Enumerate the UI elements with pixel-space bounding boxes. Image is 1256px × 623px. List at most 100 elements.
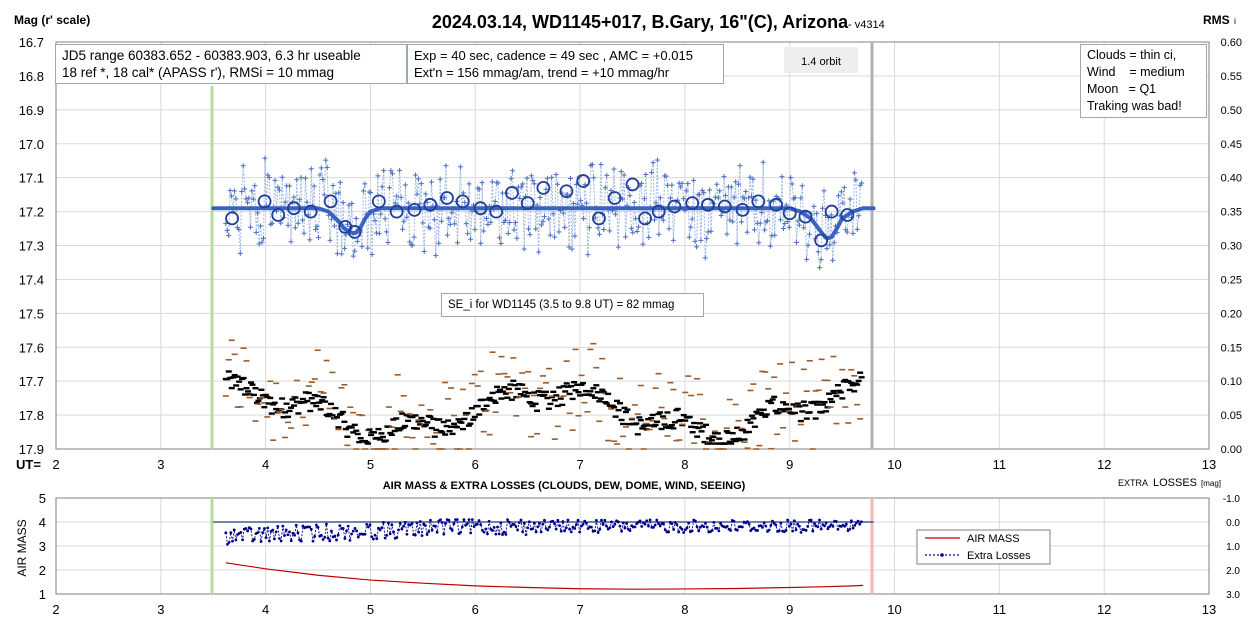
extra-losses-point: [853, 523, 857, 527]
extra-losses-point: [435, 530, 439, 534]
binned-point: [667, 199, 682, 214]
info-box-exposure: Exp = 40 sec, cadence = 49 sec , AMC = +…: [407, 44, 724, 84]
extra-losses-point: [796, 522, 800, 526]
x-tick-label: 10: [887, 457, 901, 472]
extra-losses-point: [415, 521, 419, 525]
binned-point: [440, 191, 454, 205]
extra-losses-point: [313, 535, 317, 538]
extra-losses-point: [487, 519, 491, 523]
extra-losses-point: [323, 535, 327, 539]
extra-losses-point: [486, 532, 489, 536]
extra-losses-point: [816, 525, 820, 529]
extra-losses-point: [371, 537, 375, 541]
extra-losses-point: [512, 522, 516, 526]
x-tick-label: 11: [993, 457, 1007, 472]
extra-losses-point: [715, 526, 719, 530]
binned-point: [389, 204, 404, 219]
extra-losses-point: [521, 530, 525, 534]
extra-losses-point: [326, 536, 330, 540]
extra-losses-point: [273, 537, 276, 541]
extra-losses-point: [551, 519, 555, 523]
extra-losses-point: [328, 539, 332, 543]
extra-losses-point: [388, 532, 392, 536]
extra-losses-point: [653, 523, 657, 527]
extra-losses-point: [774, 523, 778, 527]
bottom-y2-tick-label: 2.0: [1226, 566, 1240, 577]
extra-losses-point: [385, 533, 389, 537]
extra-losses-point: [382, 520, 385, 524]
extra-losses-point: [514, 525, 518, 528]
extra-losses-point: [625, 522, 629, 525]
bottom-x-tick-label: 2: [52, 602, 59, 617]
extra-losses-point: [717, 529, 721, 533]
extra-losses-point: [792, 519, 796, 523]
extra-losses-point: [856, 519, 860, 523]
extra-losses-point: [844, 522, 848, 526]
extra-losses-point: [677, 530, 681, 534]
extra-losses-point: [593, 529, 597, 533]
extra-losses-point: [608, 526, 612, 530]
extra-losses-point: [227, 540, 231, 544]
extra-losses-point: [569, 530, 573, 534]
binned-point: [607, 191, 622, 205]
extra-losses-point: [296, 531, 300, 535]
binned-point: [225, 211, 239, 226]
extra-losses-point: [725, 524, 729, 528]
bottom-y2-label-small: EXTRA: [1118, 478, 1148, 488]
bottom-y2-tick-label: 1.0: [1226, 542, 1240, 553]
extra-losses-point: [522, 521, 526, 525]
extra-losses-point: [628, 529, 632, 533]
extra-losses-point: [309, 527, 313, 531]
extra-losses-point: [516, 528, 520, 532]
extra-losses-point: [494, 532, 498, 536]
extra-losses-point: [563, 529, 566, 533]
extra-losses-point: [583, 519, 587, 523]
y-tick-label: 17.7: [19, 374, 44, 389]
extra-losses-point: [675, 523, 679, 527]
extra-losses-point: [534, 530, 538, 534]
extra-losses-point: [278, 537, 281, 540]
y2-tick-label: 0.30: [1221, 241, 1242, 253]
legend-airmass-label: AIR MASS: [967, 533, 1020, 545]
extra-losses-point: [299, 539, 303, 543]
x-tick-label: 13: [1202, 457, 1216, 472]
binned-point: [323, 194, 338, 209]
bottom-y2-tick-label: -1.0: [1223, 494, 1241, 505]
extra-losses-point: [618, 524, 622, 528]
extra-losses-point: [769, 524, 773, 527]
binned-point: [303, 204, 318, 219]
binned-point: [371, 194, 386, 209]
x-tick-label: 12: [1097, 457, 1111, 472]
extra-losses-point: [564, 526, 568, 530]
rms-series: [222, 339, 865, 450]
extra-losses-point: [849, 519, 853, 523]
extra-losses-point: [673, 521, 677, 524]
extra-losses-point: [740, 525, 744, 529]
extra-losses-point: [501, 533, 504, 536]
binned-point: [505, 186, 519, 200]
y-tick-label: 17.4: [19, 272, 44, 287]
extra-losses-point: [735, 528, 739, 532]
extra-losses-point: [400, 527, 404, 531]
extra-losses-point: [444, 522, 447, 526]
extra-losses-point: [289, 539, 293, 543]
extra-losses-point: [824, 521, 828, 525]
extra-losses-point: [499, 521, 503, 525]
y-right-label-sub: i: [1234, 16, 1236, 26]
bottom-x-tick-label: 6: [472, 602, 479, 617]
bottom-x-tick-label: 13: [1202, 602, 1216, 617]
extra-losses-point: [767, 528, 771, 532]
extra-losses-point: [266, 526, 270, 530]
extra-losses-point: [600, 518, 603, 522]
extra-losses-point: [836, 527, 840, 531]
info-box-jd: JD5 range 60383.652 - 60383.903, 6.3 hr …: [55, 44, 407, 84]
y2-tick-label: 0.15: [1221, 342, 1242, 354]
extra-losses-point: [252, 538, 256, 541]
extra-losses-point: [345, 529, 348, 533]
top-tick-labels: 16.7 16.8 16.9 17.0 17.1 17.2 17.3 17.4 17.5 17.6…: [19, 35, 1242, 472]
extra-losses-point: [543, 518, 546, 522]
extra-losses-point: [249, 527, 253, 531]
extra-losses-point: [425, 533, 429, 536]
extra-losses-point: [531, 527, 535, 531]
extra-losses-point: [482, 530, 486, 534]
